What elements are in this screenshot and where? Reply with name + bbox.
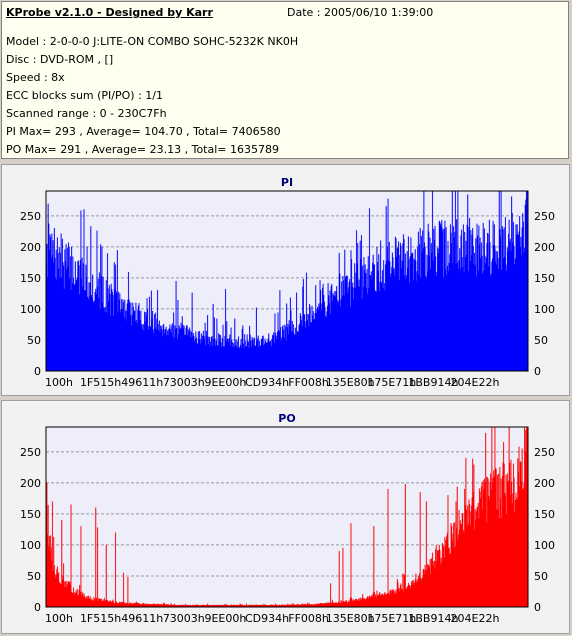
po-summary: PO Max= 291 , Average= 23.13 , Total= 16… — [6, 143, 279, 156]
po-x-tick: CD934h — [245, 612, 289, 625]
disc-type: Disc : DVD-ROM , [] — [6, 53, 114, 66]
po-x-tick: 9EE00h — [204, 612, 246, 625]
ecc-blocks-sum: ECC blocks sum (PI/PO) : 1/1 — [6, 89, 163, 102]
po-chart-panel: PO 0 0 50 50 100 100 150 150 200 200 250 250 100h 1F51… — [1, 400, 570, 634]
po-y-tick-right: 250 — [534, 446, 555, 459]
pi-y-tick-right: 200 — [534, 241, 555, 254]
pi-y-tick-left: 250 — [20, 210, 41, 223]
po-y-tick-right: 100 — [534, 539, 555, 552]
po-x-tick: 135E80h — [326, 612, 375, 625]
pi-x-tick: FF008h — [288, 376, 329, 389]
po-y-tick-left: 50 — [27, 570, 41, 583]
pi-x-tick: CD934h — [245, 376, 289, 389]
po-plot-border — [45, 426, 529, 608]
pi-y-tick-right: 150 — [534, 272, 555, 285]
scan-date: Date : 2005/06/10 1:39:00 — [287, 6, 434, 19]
po-x-tick: 1BB914h — [408, 612, 458, 625]
pi-chart-panel: PI 0 0 50 50 100 100 150 150 200 200 250 250 100h 1F51… — [1, 164, 570, 396]
po-x-tick: 204E22h — [451, 612, 500, 625]
scan-speed: Speed : 8x — [6, 71, 65, 84]
pi-y-tick-left: 200 — [20, 241, 41, 254]
pi-x-tick: 100h — [45, 376, 73, 389]
pi-y-tick-right: 0 — [534, 365, 541, 378]
pi-y-tick-left: 50 — [27, 334, 41, 347]
pi-chart-title: PI — [281, 176, 293, 189]
pi-x-tick: 204E22h — [451, 376, 500, 389]
pi-x-tick: 49611h — [121, 376, 163, 389]
po-x-tick: 175E71h — [367, 612, 416, 625]
scanned-range: Scanned range : 0 - 230C7Fh — [6, 107, 167, 120]
po-chart: PO 0 0 50 50 100 100 150 150 200 200 250 250 100h 1F51… — [20, 412, 555, 625]
po-y-tick-right: 50 — [534, 570, 548, 583]
pi-y-tick-left: 100 — [20, 303, 41, 316]
pi-y-tick-right: 100 — [534, 303, 555, 316]
pi-y-tick-left: 0 — [34, 365, 41, 378]
po-x-tick: 73003h — [163, 612, 205, 625]
pi-chart: PI 0 0 50 50 100 100 150 150 200 200 250 250 100h 1F51… — [20, 176, 555, 389]
pi-plot-border — [45, 190, 529, 372]
po-chart-title: PO — [278, 412, 295, 425]
po-y-tick-right: 0 — [534, 601, 541, 614]
drive-model: Model : 2-0-0-0 J:LITE-ON COMBO SOHC-523… — [6, 35, 299, 48]
po-x-tick: 49611h — [121, 612, 163, 625]
pi-x-tick: 175E71h — [367, 376, 416, 389]
po-data-area — [45, 426, 529, 608]
po-y-tick-right: 200 — [534, 477, 555, 490]
pi-x-tick: 9EE00h — [204, 376, 246, 389]
po-y-tick-left: 0 — [34, 601, 41, 614]
po-y-tick-right: 150 — [534, 508, 555, 521]
po-y-tick-left: 100 — [20, 539, 41, 552]
pi-x-tick: 1F515h — [80, 376, 121, 389]
po-x-tick: FF008h — [288, 612, 329, 625]
pi-y-tick-right: 250 — [534, 210, 555, 223]
po-x-tick: 1F515h — [80, 612, 121, 625]
po-x-tick: 100h — [45, 612, 73, 625]
pi-x-tick: 135E80h — [326, 376, 375, 389]
po-y-tick-left: 250 — [20, 446, 41, 459]
po-y-tick-left: 150 — [20, 508, 41, 521]
pi-data-area — [45, 190, 529, 372]
pi-x-tick: 1BB914h — [408, 376, 458, 389]
pi-x-tick: 73003h — [163, 376, 205, 389]
pi-y-tick-right: 50 — [534, 334, 548, 347]
pi-y-tick-left: 150 — [20, 272, 41, 285]
info-panel: KProbe v2.1.0 - Designed by Karr Date : … — [1, 1, 569, 159]
pi-summary: PI Max= 293 , Average= 104.70 , Total= 7… — [6, 125, 281, 138]
app-title: KProbe v2.1.0 - Designed by Karr — [6, 6, 213, 19]
po-y-tick-left: 200 — [20, 477, 41, 490]
